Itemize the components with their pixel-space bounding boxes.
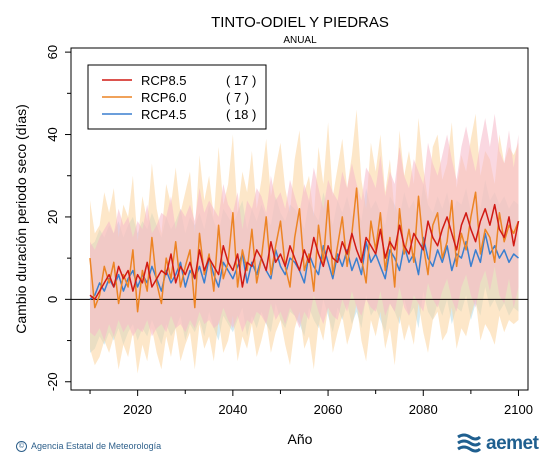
x-tick-label: 2020 xyxy=(123,402,152,417)
series-line-rcp45 xyxy=(89,232,519,300)
plot-frame xyxy=(70,47,529,391)
agency-credit: © Agencia Estatal de Meteorología xyxy=(16,441,162,453)
legend-label: RCP6.0 xyxy=(141,90,187,105)
band-rcp85 xyxy=(90,113,519,341)
y-tick-label: 40 xyxy=(45,127,60,141)
aemet-logo: aemet xyxy=(456,432,539,456)
aemet-logo-text: aemet xyxy=(486,433,539,454)
x-axis: 2020 2040 2060 2080 2100 xyxy=(89,390,533,417)
y-axis: -20 0 20 40 60 xyxy=(45,45,71,391)
copyright-icon: © xyxy=(16,441,27,453)
x-tick-label: 2100 xyxy=(504,402,533,417)
legend-count: ( 7 ) xyxy=(226,90,249,105)
series-lines xyxy=(89,187,520,313)
y-tick-label: 0 xyxy=(45,296,60,303)
series-line-rcp60 xyxy=(89,187,520,313)
chart-subtitle: ANUAL xyxy=(283,35,317,46)
x-tick-label: 2080 xyxy=(409,402,438,417)
aemet-wave-icon xyxy=(457,433,482,453)
legend-label: RCP4.5 xyxy=(141,107,187,122)
legend: RCP8.5 ( 17 ) RCP6.0 ( 7 ) RCP4.5 ( 18 ) xyxy=(87,64,267,130)
legend-count: ( 17 ) xyxy=(226,73,256,88)
legend-count: ( 18 ) xyxy=(226,107,256,122)
x-tick-label: 2060 xyxy=(314,402,343,417)
agency-credit-text: Agencia Estatal de Meteorología xyxy=(31,441,162,451)
uncertainty-bands xyxy=(90,109,519,374)
series-line-rcp85 xyxy=(89,203,520,301)
y-tick-label: 20 xyxy=(45,210,60,224)
y-axis-label: Cambio duración periodo seco (días) xyxy=(13,104,29,334)
legend-label: RCP8.5 xyxy=(141,73,187,88)
y-tick-label: -20 xyxy=(45,372,60,391)
x-tick-label: 2040 xyxy=(218,402,247,417)
y-tick-label: 60 xyxy=(45,45,60,59)
chart-title: TINTO-ODIEL Y PIEDRAS xyxy=(211,14,389,31)
x-axis-label: Año xyxy=(288,431,313,447)
